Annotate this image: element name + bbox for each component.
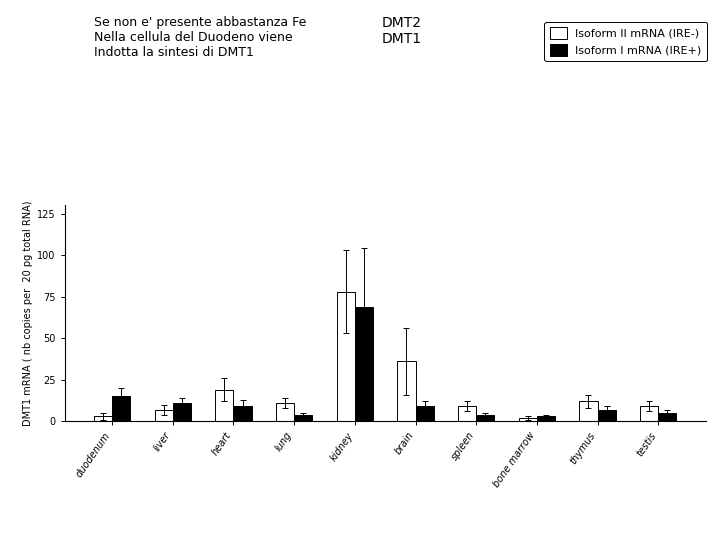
Bar (640, 406, 658, 421)
Bar (173, 403, 191, 421)
Bar (658, 413, 677, 421)
Bar (518, 418, 537, 421)
Bar (94, 416, 112, 421)
Bar (337, 292, 355, 421)
Bar (233, 406, 252, 421)
Bar (155, 409, 173, 421)
Bar (294, 415, 312, 421)
Bar (458, 406, 476, 421)
Bar (215, 390, 233, 421)
Text: DMT2
DMT1: DMT2 DMT1 (382, 16, 422, 46)
Bar (276, 403, 294, 421)
Bar (355, 307, 373, 421)
Legend: Isoform II mRNA (IRE-), Isoform I mRNA (IRE+): Isoform II mRNA (IRE-), Isoform I mRNA (… (544, 22, 707, 62)
Bar (537, 416, 555, 421)
Text: Se non e' presente abbastanza Fe
Nella cellula del Duodeno viene
Indotta la sint: Se non e' presente abbastanza Fe Nella c… (94, 16, 306, 59)
Bar (580, 401, 598, 421)
Bar (397, 361, 415, 421)
Bar (415, 406, 433, 421)
Bar (112, 396, 130, 421)
Bar (476, 415, 495, 421)
Bar (598, 409, 616, 421)
Y-axis label: DMT1 mRNA ( nb copies per  20 pg total RNA): DMT1 mRNA ( nb copies per 20 pg total RN… (23, 200, 33, 426)
